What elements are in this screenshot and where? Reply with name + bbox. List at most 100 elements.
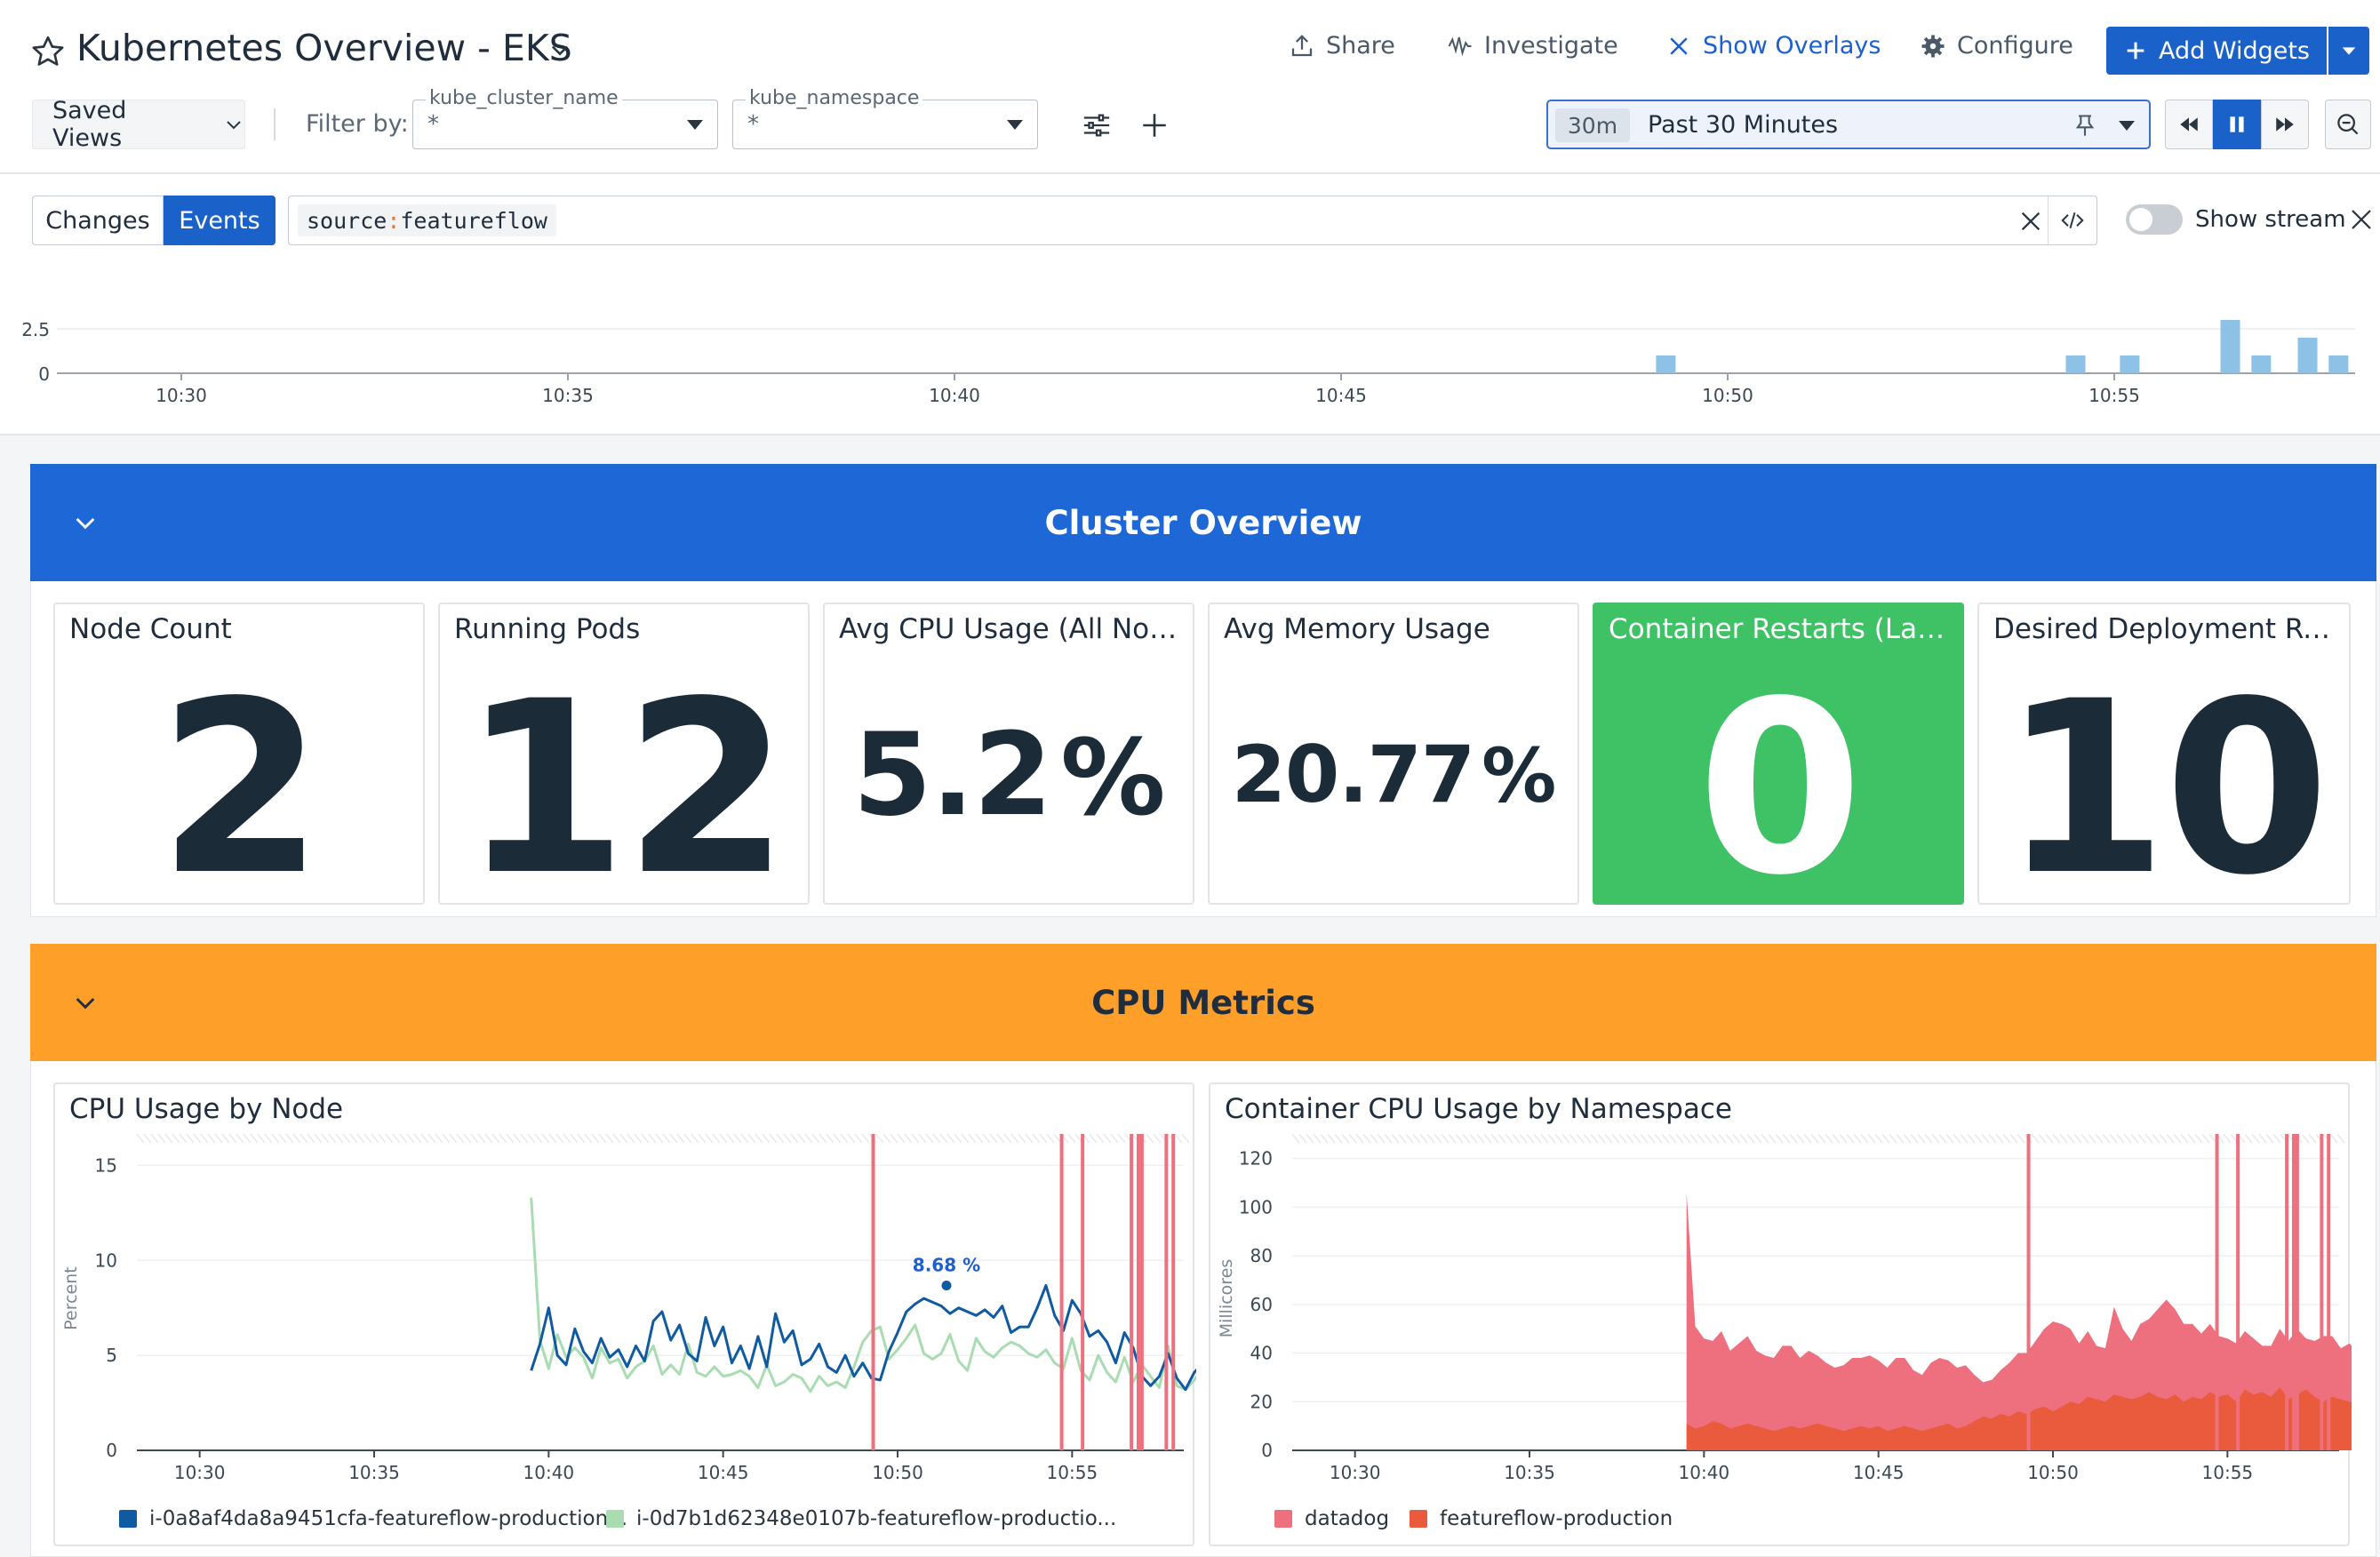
- hatch-line: [1455, 1133, 1464, 1144]
- hatch-line: [378, 1133, 387, 1144]
- hatch-line: [172, 1133, 180, 1144]
- hatch-line: [1370, 1133, 1378, 1144]
- tab-events[interactable]: Events: [164, 196, 276, 245]
- running-pods-widget[interactable]: Running Pods 12: [438, 603, 810, 905]
- code-view-button[interactable]: [2048, 196, 2096, 244]
- hatch-line: [1817, 1133, 1826, 1144]
- saved-views-button[interactable]: Saved Views: [32, 97, 245, 152]
- rewind-button[interactable]: [2165, 100, 2213, 149]
- investigate-button[interactable]: Investigate: [1447, 32, 1618, 60]
- pin-icon[interactable]: [2073, 112, 2097, 139]
- cluster-overview-header[interactable]: Cluster Overview: [30, 464, 2376, 581]
- fast-forward-button[interactable]: [2261, 100, 2309, 149]
- star-icon[interactable]: [30, 34, 66, 69]
- tab-changes[interactable]: Changes: [32, 196, 164, 245]
- cluster-name-select[interactable]: kube_cluster_name *: [412, 87, 718, 149]
- hatch-line: [449, 1133, 458, 1144]
- hatch-line: [2251, 1133, 2260, 1144]
- zoom-out-icon: [2337, 114, 2359, 135]
- hatch-line: [1910, 1133, 1919, 1144]
- avg-cpu-widget[interactable]: Avg CPU Usage (All Nodes) 5.2%: [823, 603, 1194, 905]
- chevron-down-icon[interactable]: [547, 37, 572, 62]
- show-overlays-button[interactable]: Show Overlays: [1665, 32, 1881, 60]
- event-bar: [2065, 355, 2086, 373]
- legend-item[interactable]: i-0d7b1d62348e0107b-featureflow-producti…: [606, 1507, 1116, 1530]
- node-count-widget[interactable]: Node Count 2: [53, 603, 425, 905]
- share-button[interactable]: Share: [1289, 32, 1395, 60]
- time-range-selector[interactable]: 30m Past 30 Minutes: [1546, 100, 2151, 149]
- hatch-line: [236, 1133, 244, 1144]
- container-restarts-widget[interactable]: Container Restarts (Last 24h) 0: [1593, 603, 1964, 905]
- cpu-usage-by-node-widget[interactable]: CPU Usage by Node 0 5 10 15 Percent 10:30 10:3…: [53, 1082, 1196, 1546]
- chevron-down-icon[interactable]: [71, 988, 100, 1017]
- area-series-datadog: [1686, 1192, 2352, 1450]
- pause-icon: [2230, 116, 2244, 132]
- hatch-line: [989, 1133, 998, 1144]
- hatch-line: [1483, 1133, 1492, 1144]
- hatch-line: [271, 1133, 280, 1144]
- legend-swatch: [119, 1510, 137, 1528]
- hatch-line: [2031, 1133, 2040, 1144]
- hatch-line: [2173, 1133, 2182, 1144]
- add-widgets-button[interactable]: Add Widgets: [2106, 27, 2327, 75]
- event-query-input[interactable]: source: featureflow: [288, 196, 2097, 245]
- hatch-line: [1853, 1133, 1862, 1144]
- hatch-line: [2081, 1133, 2089, 1144]
- avg-memory-widget[interactable]: Avg Memory Usage 20.77%: [1208, 603, 1579, 905]
- top-bar: Kubernetes Overview - EKS Share Investig…: [0, 0, 2380, 174]
- hatch-line: [1874, 1133, 1883, 1144]
- y-tick-label: 0: [1261, 1440, 1273, 1461]
- widget-title: Avg CPU Usage (All Nodes): [839, 613, 1182, 645]
- share-label: Share: [1326, 32, 1395, 60]
- x-tick-label: 10:55: [1047, 1462, 1098, 1483]
- zoom-out-button[interactable]: [2325, 100, 2371, 149]
- hatch-line: [1384, 1133, 1393, 1144]
- close-icon[interactable]: [2348, 206, 2375, 233]
- sliders-icon[interactable]: [1081, 110, 1113, 140]
- pause-button[interactable]: [2213, 100, 2261, 149]
- hatch-line: [619, 1133, 628, 1144]
- desired-replicas-widget[interactable]: Desired Deployment Replicas 10: [1977, 603, 2351, 905]
- x-tick-label: 10:40: [1679, 1462, 1730, 1483]
- dashboard-title[interactable]: Kubernetes Overview - EKS: [76, 27, 572, 69]
- cpu-metrics-header[interactable]: CPU Metrics: [30, 944, 2376, 1061]
- hatch-line: [911, 1133, 920, 1144]
- x-tick-label: 10:45: [1315, 385, 1367, 406]
- hatch-line: [342, 1133, 351, 1144]
- container-cpu-chart[interactable]: 0 20 40 60 80 100 120 Millicores 10:30 10:35 10:40…: [1210, 1084, 2352, 1502]
- clear-icon[interactable]: [2018, 209, 2043, 234]
- hatch-line: [1689, 1133, 1698, 1144]
- legend-item[interactable]: datadog: [1274, 1507, 1389, 1530]
- events-chart: 2.5 0 10:30 10:35 10:40 10:45 10:50 10:55: [21, 319, 2355, 406]
- legend-item[interactable]: featureflow-production: [1410, 1507, 1673, 1530]
- hatch-line: [1327, 1133, 1336, 1144]
- hatch-line: [1103, 1133, 1112, 1144]
- legend-item[interactable]: i-0a8af4da8a9451cfa-featureflow-producti…: [119, 1507, 627, 1530]
- hatch-line: [1810, 1133, 1819, 1144]
- hatch-line: [1117, 1133, 1126, 1144]
- hatch-line: [1419, 1133, 1428, 1144]
- container-cpu-by-namespace-widget[interactable]: Container CPU Usage by Namespace 0 20 40 60…: [1209, 1082, 2352, 1546]
- hatch-line: [1462, 1133, 1471, 1144]
- namespace-select[interactable]: kube_namespace *: [732, 87, 1038, 149]
- x-tick-label: 10:35: [1504, 1462, 1555, 1483]
- hatch-line: [1746, 1133, 1755, 1144]
- query-token[interactable]: source: featureflow: [298, 204, 556, 236]
- hatch-line: [285, 1133, 294, 1144]
- show-stream-toggle[interactable]: [2126, 204, 2183, 235]
- cpu-by-node-chart[interactable]: 0 5 10 15 Percent 10:30 10:35 10:40 10:45 10:50 10…: [55, 1084, 1196, 1502]
- hatch-line: [2095, 1133, 2104, 1144]
- close-icon: [1670, 36, 1688, 55]
- plus-icon[interactable]: [1139, 110, 1170, 140]
- hatch-line: [164, 1133, 173, 1144]
- configure-button[interactable]: Configure: [1920, 32, 2073, 60]
- fast-forward-icon: [2276, 117, 2294, 132]
- x-tick-label: 10:50: [2027, 1462, 2079, 1483]
- chevron-down-icon[interactable]: [71, 508, 100, 537]
- hatch-line: [470, 1133, 479, 1144]
- hatch-line: [413, 1133, 422, 1144]
- hatch-line: [996, 1133, 1005, 1144]
- add-widgets-dropdown[interactable]: [2328, 27, 2369, 75]
- hatch-line: [1526, 1133, 1535, 1144]
- hatch-line: [1391, 1133, 1400, 1144]
